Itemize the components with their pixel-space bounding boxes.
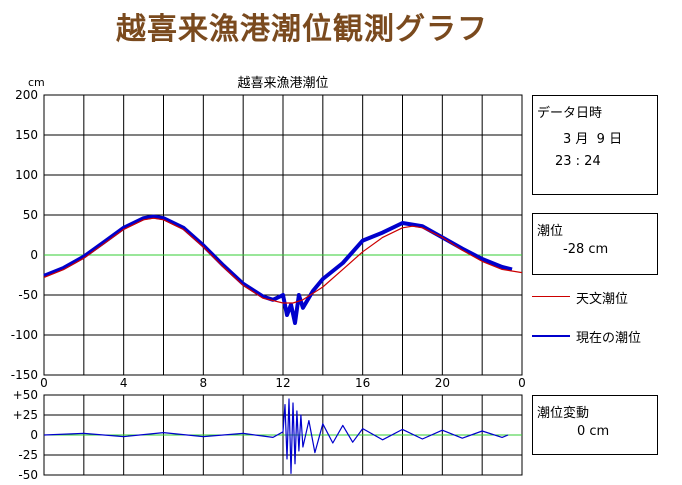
- main-x-tick-label: 12: [275, 376, 290, 390]
- main-x-tick-label: 16: [355, 376, 370, 390]
- data-time-label: データ日時: [537, 106, 603, 121]
- main-y-tick-label: 0: [30, 248, 38, 262]
- data-date: 3 月 9 日: [563, 132, 623, 147]
- sub-series-0: [43, 398, 509, 474]
- legend-line-current: [532, 335, 570, 337]
- tide-variation-panel: 潮位変動 0 cm: [532, 395, 658, 455]
- tide-level-panel: 潮位 -28 cm: [532, 213, 658, 275]
- legend-line-astronomical: [532, 296, 570, 297]
- main-y-tick-label: 150: [15, 128, 38, 142]
- sub-y-tick-label: +25: [13, 408, 38, 422]
- main-y-tick-label: -100: [11, 328, 38, 342]
- main-x-tick-label: 4: [120, 376, 128, 390]
- main-y-tick-label: 200: [15, 88, 38, 102]
- main-x-tick-label: 20: [435, 376, 450, 390]
- main-x-tick-label: 0: [40, 376, 48, 390]
- main-series-0: [43, 214, 513, 325]
- sub-y-tick-label: -50: [18, 468, 38, 482]
- main-y-tick-label: -50: [18, 288, 38, 302]
- tide-variation-label: 潮位変動: [537, 406, 590, 421]
- sub-y-tick-label: 0: [30, 428, 38, 442]
- main-y-tick-label: 50: [23, 208, 38, 222]
- main-y-tick-label: -150: [11, 368, 38, 382]
- tide-level-value: -28 cm: [563, 242, 609, 257]
- main-x-tick-label: 8: [200, 376, 208, 390]
- main-series-1: [43, 217, 523, 304]
- page-title: 越喜来漁港潮位観測グラフ: [116, 12, 488, 47]
- main-x-tick-label: 0: [518, 376, 526, 390]
- legend-astronomical-label: 天文潮位: [576, 292, 629, 307]
- data-time-panel: データ日時 3 月 9 日 23 : 24: [532, 95, 658, 195]
- tide-level-label: 潮位: [537, 224, 564, 239]
- tide-variation-value: 0 cm: [577, 424, 610, 439]
- sub-y-tick-label: +50: [13, 388, 38, 402]
- sub-y-tick-label: -25: [18, 448, 38, 462]
- legend-current-label: 現在の潮位: [576, 331, 642, 346]
- main-y-tick-label: 100: [15, 168, 38, 182]
- y-axis-unit: cm: [28, 76, 45, 89]
- chart-title: 越喜来漁港潮位: [237, 76, 329, 91]
- data-time: 23 : 24: [555, 154, 601, 169]
